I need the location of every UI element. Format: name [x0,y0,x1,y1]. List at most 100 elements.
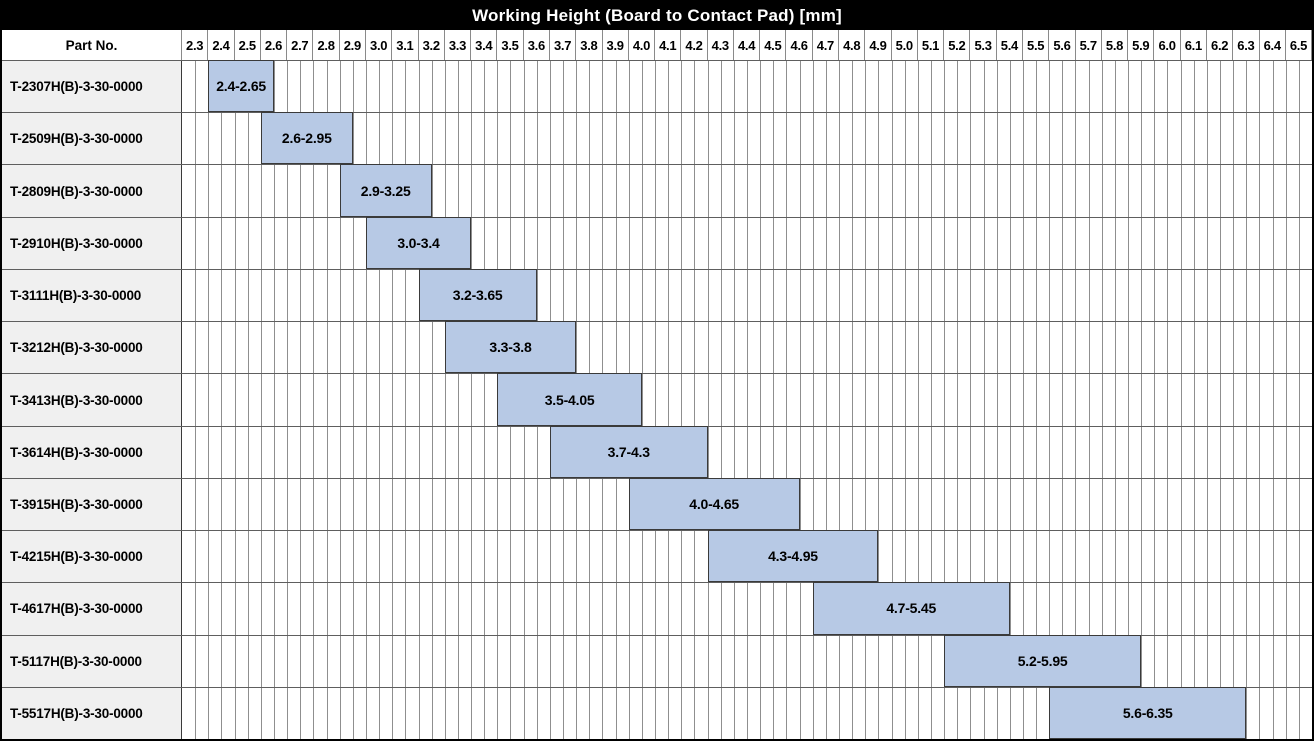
minor-gridline [983,61,985,113]
minor-gridline [431,583,433,635]
minor-gridline [957,478,959,531]
minor-gridline [510,165,512,217]
minor-gridline [273,531,275,583]
minor-gridline [444,531,446,583]
minor-gridline [208,374,210,426]
minor-gridline [812,478,814,531]
minor-gridline [747,113,748,165]
minor-gridline [273,583,275,635]
minor-gridline [431,635,433,687]
minor-gridline [431,478,433,531]
minor-gridline [707,322,709,374]
minor-gridline [1193,113,1195,165]
minor-gridline [878,269,880,322]
minor-gridline [523,113,525,165]
minor-gridline [484,687,486,739]
minor-gridline [365,583,367,635]
minor-gridline [891,269,893,322]
minor-gridline [418,478,420,531]
minor-gridline [523,217,525,269]
minor-gridline [208,322,210,374]
minor-gridline [825,322,827,374]
minor-gridline [930,635,932,687]
minor-gridline [536,113,538,165]
minor-gridline [1272,113,1274,165]
axis-tick-label: 5.9 [1128,30,1155,60]
minor-gridline [1298,374,1300,426]
range-bar-label: 5.6-6.35 [1122,704,1173,721]
minor-gridline [589,165,591,217]
minor-gridline [313,635,315,687]
minor-gridline [957,165,959,217]
minor-gridline [1009,374,1011,426]
minor-gridline [484,478,486,531]
minor-gridline [865,374,867,426]
minor-gridline [681,531,683,583]
minor-gridline [891,61,893,113]
minor-gridline [1101,61,1103,113]
table-row: T-3413H(B)-3-30-0000 3.5-4.05 [2,373,1312,426]
minor-gridline [668,635,670,687]
minor-gridline [1206,531,1208,583]
minor-gridline [510,583,512,635]
minor-gridline [510,478,512,531]
minor-gridline [1180,635,1182,687]
minor-gridline [812,61,814,113]
minor-gridline [1233,322,1235,374]
minor-gridline [996,269,998,322]
minor-gridline [1036,61,1038,113]
axis-tick-label: 4.2 [681,30,708,60]
minor-gridline [365,531,367,583]
axis-tick-label: 4.4 [734,30,761,60]
minor-gridline [628,322,630,374]
minor-gridline [247,165,249,217]
minor-gridline [1154,478,1156,531]
minor-gridline [891,113,893,165]
minor-gridline [747,687,748,739]
minor-gridline [1180,478,1182,531]
minor-gridline [773,583,775,635]
minor-gridline [641,583,643,635]
minor-gridline [1128,374,1130,426]
minor-gridline [273,426,275,478]
minor-gridline [339,687,341,739]
minor-gridline [1022,478,1024,531]
minor-gridline [300,635,302,687]
minor-gridline [1128,583,1130,635]
minor-gridline [983,687,985,739]
minor-gridline [983,426,985,478]
minor-gridline [799,217,801,269]
minor-gridline [1272,478,1274,531]
minor-gridline [1259,322,1261,374]
minor-gridline [1233,478,1235,531]
minor-gridline [1141,113,1143,165]
axis-tick-label: 3.6 [524,30,550,60]
minor-gridline [523,165,525,217]
minor-gridline [1167,531,1169,583]
minor-gridline [1285,426,1287,478]
minor-gridline [655,635,657,687]
minor-gridline [260,426,262,478]
minor-gridline [510,635,512,687]
minor-gridline [1049,374,1051,426]
minor-gridline [1298,583,1300,635]
minor-gridline [1154,269,1156,322]
minor-gridline [996,531,998,583]
minor-gridline [917,113,919,165]
minor-gridline [1193,165,1195,217]
minor-gridline [891,635,893,687]
minor-gridline [563,531,565,583]
minor-gridline [300,61,302,113]
minor-gridline [878,61,880,113]
minor-gridline [221,478,223,531]
minor-gridline [668,165,670,217]
minor-gridline [1141,269,1143,322]
minor-gridline [392,531,394,583]
minor-gridline [878,113,880,165]
minor-gridline [405,478,407,531]
range-bar: 5.2-5.95 [944,634,1142,687]
minor-gridline [1285,374,1287,426]
minor-gridline [747,217,748,269]
axis-tick-label: 5.3 [970,30,997,60]
minor-gridline [1022,531,1024,583]
